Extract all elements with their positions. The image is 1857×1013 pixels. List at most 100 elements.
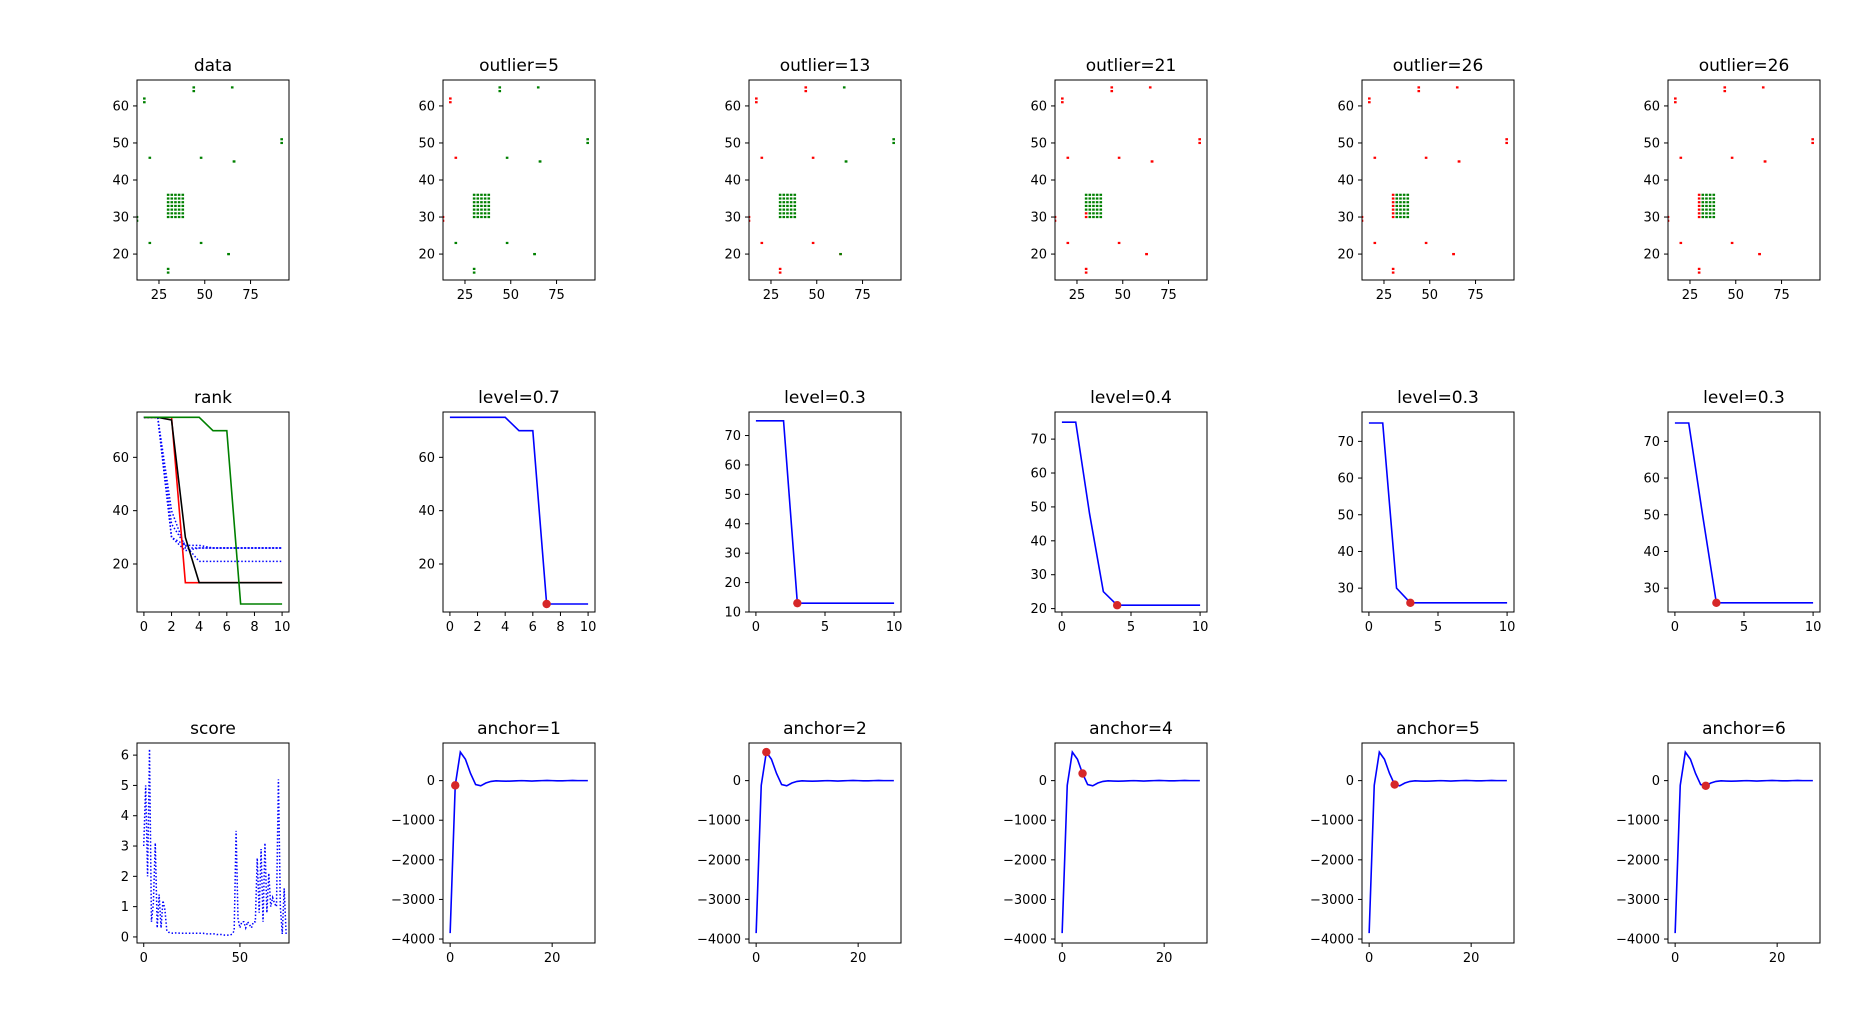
- scatter-point: [789, 193, 793, 196]
- y-tick-label: 0: [1346, 774, 1354, 789]
- scatter-point: [498, 90, 502, 93]
- scatter-point: [1092, 215, 1095, 219]
- scatter-point: [1092, 201, 1095, 204]
- subplot-17: anchor=5 0 20 0 −1000 −2000 −3000 −4000: [1310, 719, 1515, 966]
- plot-area: [1674, 422, 1814, 608]
- anchor-marker: [762, 747, 771, 757]
- y-tick-label: 30: [1643, 582, 1660, 597]
- x-tick-label: 20: [1156, 951, 1173, 966]
- scatter-point: [480, 193, 483, 196]
- x-tick-label: 50: [1421, 288, 1438, 303]
- scatter-point: [778, 197, 782, 200]
- y-tick-label: −4000: [1616, 933, 1660, 948]
- subplot-title: anchor=1: [477, 719, 561, 739]
- x-tick-label: 5: [1127, 620, 1135, 635]
- scatter-point: [166, 204, 170, 208]
- y-tick-label: −3000: [1310, 893, 1354, 908]
- y-tick-label: −1000: [697, 814, 741, 829]
- subplot-title: outlier=26: [1699, 56, 1790, 76]
- scatter-point: [1701, 212, 1705, 215]
- scatter-point: [1701, 208, 1705, 211]
- scatter-point: [760, 241, 764, 245]
- scatter-point: [443, 219, 445, 222]
- axes-frame: [1054, 79, 1208, 281]
- y-tick-label: 40: [1030, 534, 1047, 549]
- anchor-marker: [542, 599, 551, 609]
- scatter-point: [811, 156, 815, 159]
- scatter-point: [1084, 215, 1088, 219]
- axes-frame: [1054, 411, 1208, 613]
- x-tick-label: 2: [167, 620, 175, 635]
- scatter-point: [1505, 138, 1508, 141]
- axes-frame: [1361, 742, 1515, 944]
- scatter-point: [755, 97, 758, 100]
- scatter-point: [487, 201, 491, 204]
- axes-frame: [1667, 79, 1821, 281]
- scatter-point: [1061, 101, 1064, 104]
- scatter-point: [476, 212, 480, 215]
- scatter-point: [1402, 201, 1406, 204]
- x-tick-label: 6: [529, 620, 537, 635]
- scatter-point: [778, 212, 782, 215]
- scatter-point: [1701, 204, 1705, 208]
- scatter-point: [1406, 201, 1410, 204]
- scatter-point: [483, 212, 487, 215]
- y-tick-label: −4000: [391, 933, 435, 948]
- scatter-point: [480, 197, 483, 200]
- scatter-point: [1723, 90, 1727, 93]
- scatter-point: [1708, 201, 1712, 204]
- y-tick-label: −3000: [1003, 893, 1047, 908]
- y-tick-label: 60: [724, 458, 741, 473]
- x-tick-label: 10: [1499, 620, 1516, 635]
- scatter-point: [232, 160, 236, 163]
- scatter-point: [782, 215, 786, 219]
- scatter-point: [789, 215, 793, 219]
- scatter-point: [487, 204, 491, 208]
- scatter-point: [1084, 193, 1088, 196]
- x-tick-label: 4: [195, 620, 203, 635]
- x-tick-label: 0: [1671, 620, 1679, 635]
- scatter-point: [786, 193, 789, 196]
- series-line: [1674, 422, 1814, 604]
- y-tick-label: 5: [121, 779, 129, 794]
- subplot-2: outlier=5 25 50 75 20 30 40 50 60: [418, 56, 596, 303]
- scatter-point: [487, 215, 491, 219]
- subplot-title: rank: [194, 388, 232, 408]
- x-tick-label: 10: [886, 620, 903, 635]
- scatter-point: [170, 204, 174, 208]
- scatter-point: [789, 197, 793, 200]
- scatter-point: [476, 208, 480, 211]
- scatter-point: [1391, 271, 1395, 274]
- subplot-14: anchor=1 0 20 0 −1000 −2000 −3000 −4000: [391, 719, 596, 966]
- x-tick-label: 5: [1740, 620, 1748, 635]
- scatter-point: [1362, 219, 1364, 222]
- scatter-point: [1391, 215, 1395, 219]
- series-line: [143, 416, 283, 584]
- scatter-point: [1708, 193, 1712, 196]
- scatter-point: [586, 138, 589, 141]
- scatter-point: [1099, 212, 1103, 215]
- scatter-point: [1395, 197, 1399, 200]
- y-tick-label: −1000: [1310, 814, 1354, 829]
- scatter-point: [1811, 141, 1814, 145]
- scatter-point: [842, 86, 846, 89]
- scatter-point: [1399, 197, 1402, 200]
- x-tick-label: 50: [808, 288, 825, 303]
- x-tick-label: 25: [1682, 288, 1699, 303]
- y-tick-label: −3000: [391, 893, 435, 908]
- subplot-16: anchor=4 0 20 0 −1000 −2000 −3000 −4000: [1003, 719, 1208, 966]
- scatter-point: [505, 241, 509, 245]
- scatter-point: [778, 193, 782, 196]
- scatter-point: [1406, 208, 1410, 211]
- scatter-point: [449, 97, 452, 100]
- scatter-point: [1373, 241, 1377, 245]
- scatter-point: [1708, 212, 1712, 215]
- scatter-point: [1712, 193, 1716, 196]
- y-tick-label: 60: [1337, 99, 1354, 114]
- scatter-point: [480, 201, 483, 204]
- scatter-point: [1723, 86, 1727, 89]
- scatter-point: [1452, 252, 1455, 256]
- scatter-point: [472, 204, 476, 208]
- x-tick-label: 10: [580, 620, 597, 635]
- y-tick-label: 4: [121, 809, 129, 824]
